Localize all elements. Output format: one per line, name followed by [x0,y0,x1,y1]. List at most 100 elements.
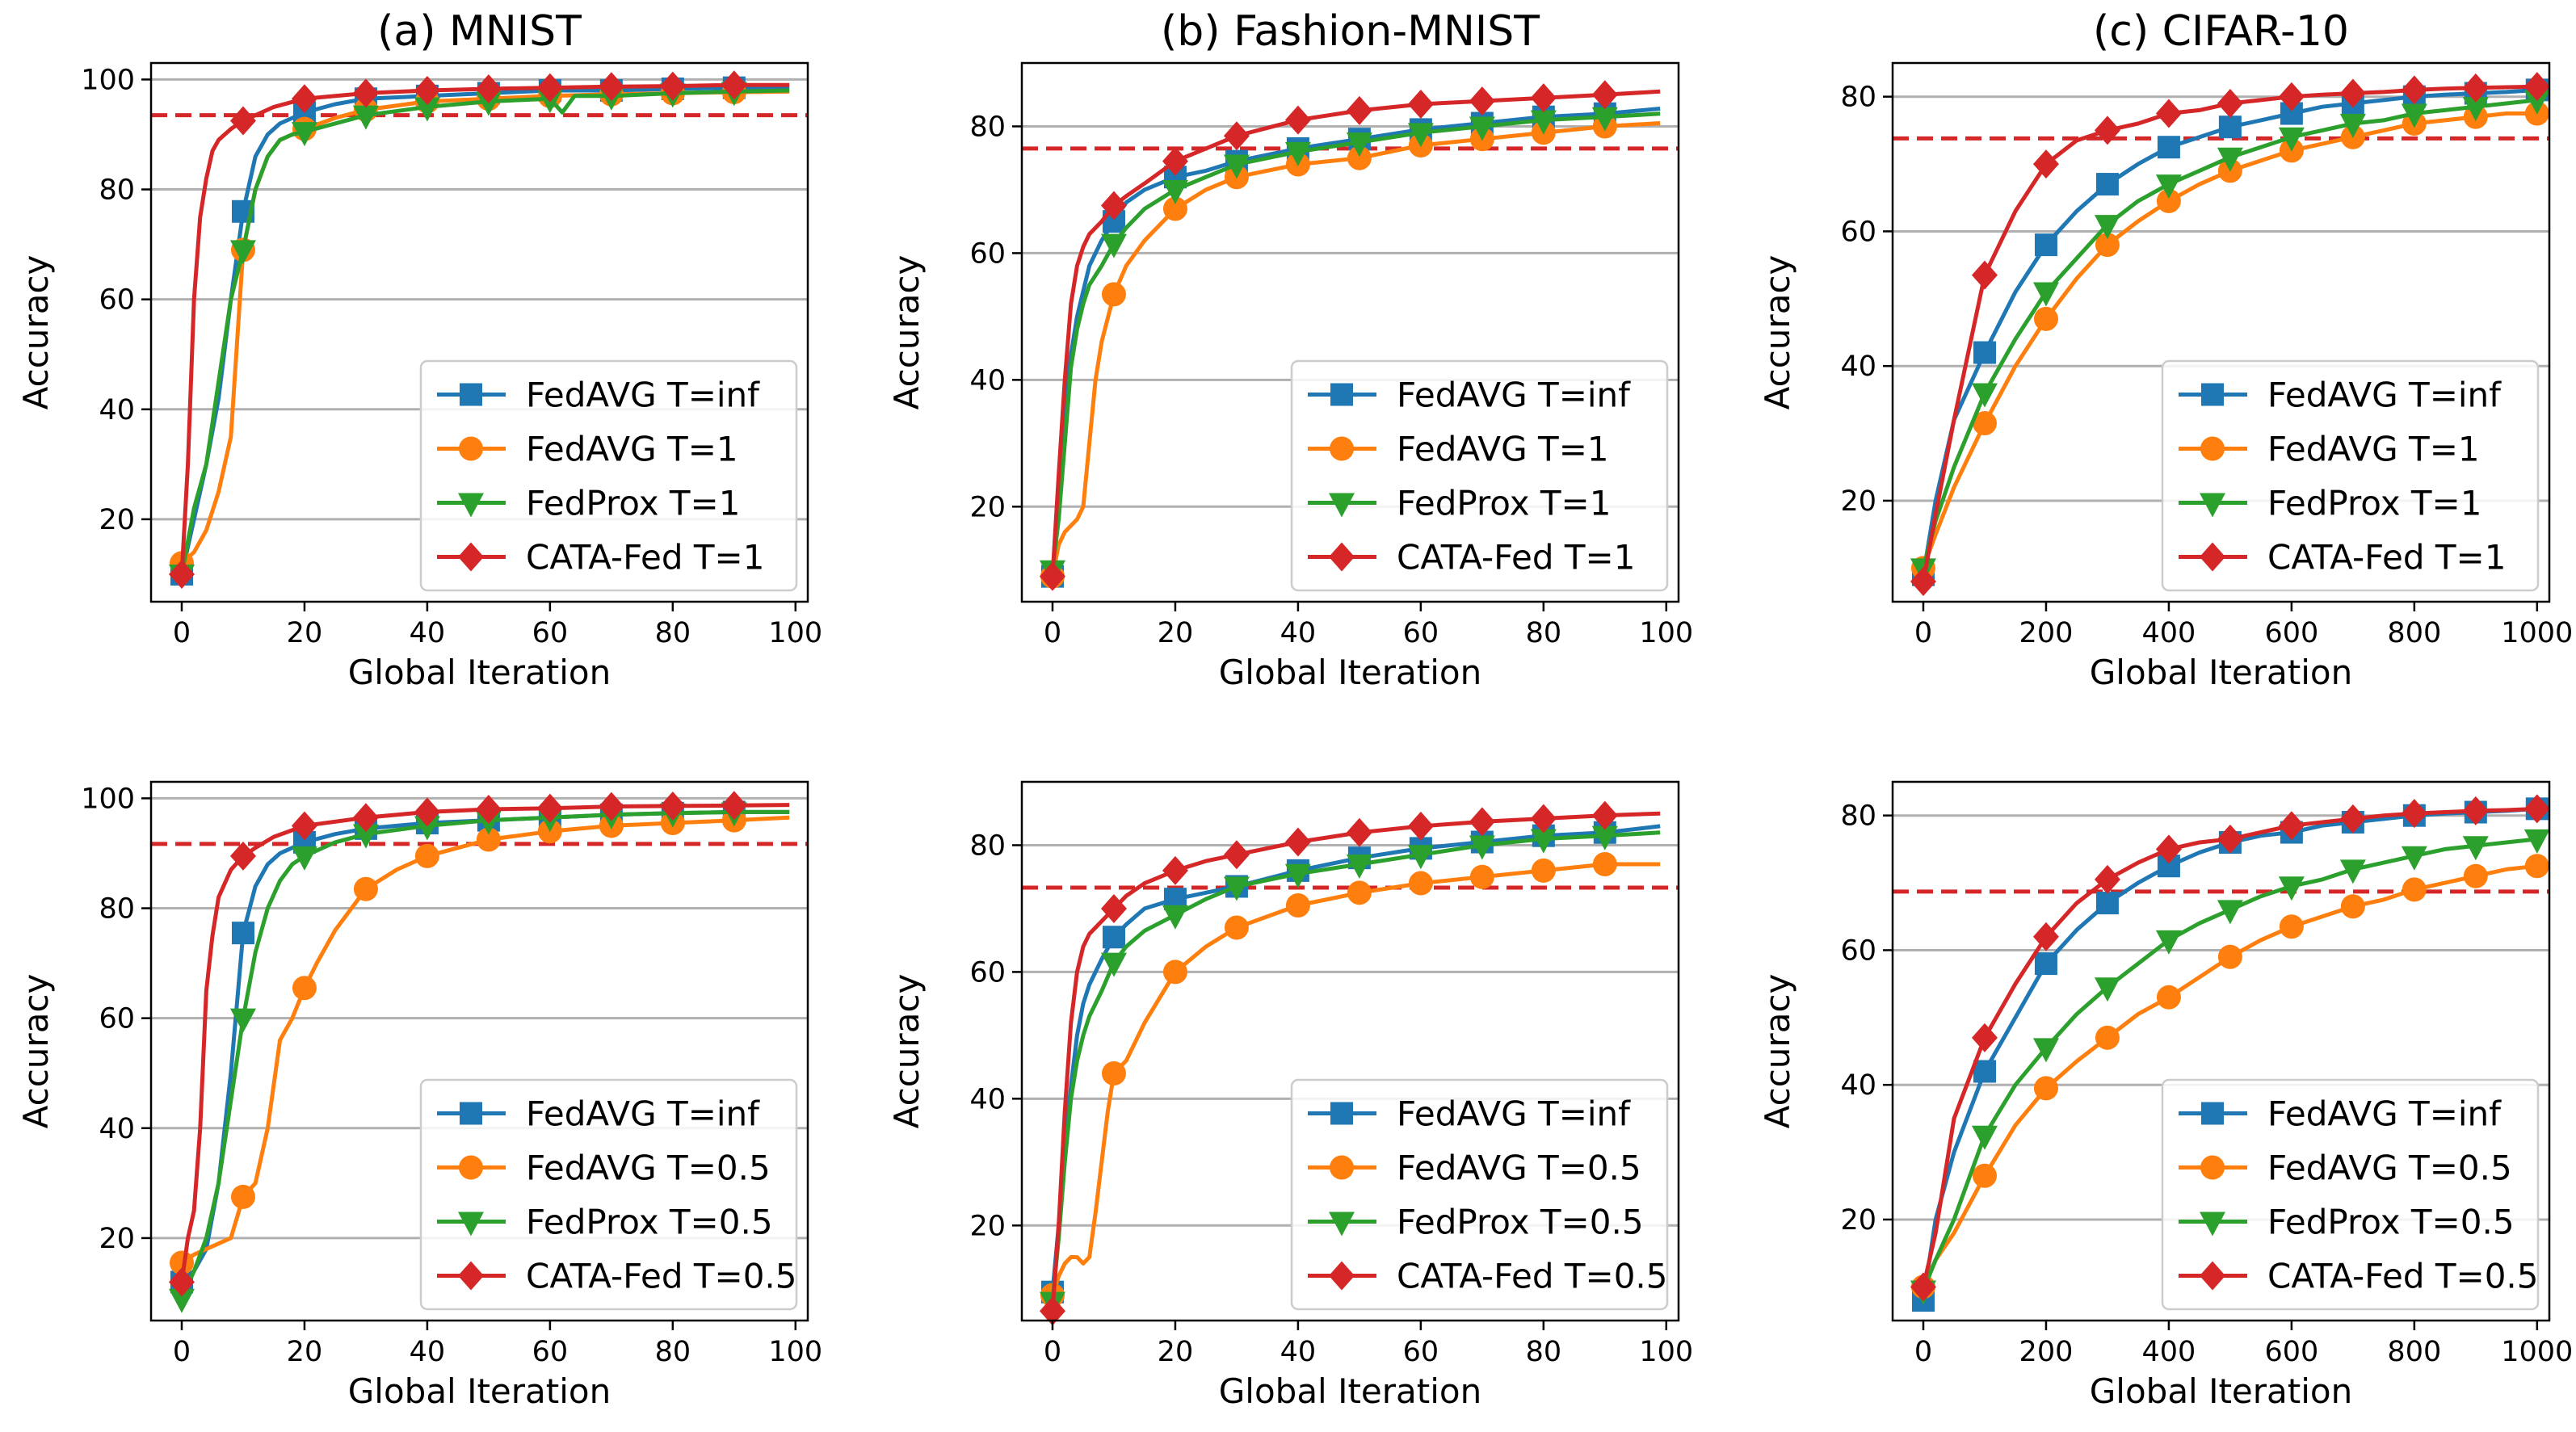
data-point-fedprox-t-1 [1100,233,1127,258]
data-point-cata-fed-t-0-5 [229,841,256,871]
data-point-cata-fed-t-1 [2523,72,2550,102]
legend: FedAVG T=inf FedAVG T=1 FedProx T=1 CATA-Fe… [1290,359,1669,592]
x-tick-label: 200 [2019,617,2074,649]
data-point-cata-fed-t-1 [1469,86,1495,116]
series-line-cata-fed-t-1 [1921,84,2537,582]
x-axis-label: Global Iteration [348,653,611,692]
data-point-cata-fed-t-1 [1284,105,1311,135]
data-point-fedprox-t-1 [2155,174,2182,199]
x-tick-label: 80 [655,1336,691,1368]
legend-marker [460,1102,482,1125]
legend-entry: CATA-Fed T=1 [2267,538,2506,577]
data-point-cata-fed-t-1 [1100,191,1127,220]
y-tick-label: 60 [969,237,1006,270]
x-tick-label: 60 [532,1336,569,1368]
data-point-fedprox-t-0-5 [2462,836,2489,861]
y-tick-label: 60 [99,284,135,317]
data-point-fedprox-t-1 [2032,282,2059,307]
data-point-fedavg-t-1 [2033,306,2058,331]
data-point-cata-fed-t-1 [2155,99,2182,128]
legend-entry: FedProx T=0.5 [2267,1203,2515,1242]
legend-marker [458,1261,484,1291]
series-line-fedavg-t-0-5 [180,815,790,1265]
series-line-cata-fed-t-0-5 [1921,806,2537,1287]
y-tick-label: 60 [1840,216,1876,248]
data-point-fedprox-t-0-5 [229,1008,256,1033]
data-point-fedavg-t-inf [1973,1060,1996,1083]
legend-marker [2200,493,2225,518]
chart-fmnist-t1: 0 20 40 60 80 100 20 40 60 80 Global Iteration Accu… [887,7,1693,692]
series-line-fedavg-t-inf [1050,107,1661,577]
data-point-fedavg-t-0-5 [476,827,501,852]
data-point-fedavg-t-inf [1973,341,1996,364]
legend-entry: FedProx T=1 [526,484,740,523]
x-tick-label: 100 [1639,1336,1693,1368]
y-axis-label: Accuracy [887,255,927,410]
data-point-fedprox-t-0-5 [1284,863,1311,888]
axes-frame [1020,780,1680,1322]
x-tick-label: 40 [1280,1336,1317,1368]
legend-marker [2201,1102,2224,1125]
x-tick-label: 800 [2387,1336,2441,1368]
data-point-fedprox-t-1 [1591,107,1618,132]
data-point-fedavg-t-inf [2034,952,2057,976]
legend: FedAVG T=inf FedAVG T=0.5 FedProx T=0.5 CAT… [1290,1078,1669,1311]
x-axis-label: Global Iteration [2090,1371,2352,1411]
legend-entry: FedProx T=0.5 [1397,1203,1644,1242]
series-line-fedavg-t-1 [1921,111,2537,569]
legend-entry: CATA-Fed T=1 [526,538,764,577]
data-point-cata-fed-t-1 [2339,78,2366,108]
y-tick-label: 40 [99,394,135,426]
data-point-cata-fed-t-1 [229,106,256,136]
data-point-cata-fed-t-1 [291,84,317,114]
data-point-fedprox-t-1 [1469,116,1495,141]
series-line-fedprox-t-1 [1921,98,2538,569]
data-point-cata-fed-t-0-5 [1971,1023,1998,1052]
data-point-fedprox-t-0-5 [2155,930,2182,955]
data-point-cata-fed-t-0-5 [1284,827,1311,857]
legend-entry: CATA-Fed T=0.5 [2267,1257,2539,1296]
data-point-fedprox-t-1 [1284,141,1311,166]
data-point-cata-fed-t-1 [1910,566,1936,596]
data-point-fedavg-t-1 [1101,282,1126,307]
legend: FedAVG T=inf FedAVG T=1 FedProx T=1 CATA-Fe… [2161,359,2540,592]
data-point-cata-fed-t-0-5 [2278,811,2305,841]
data-point-cata-fed-t-0-5 [1910,1272,1936,1302]
data-point-cata-fed-t-0-5 [1407,811,1434,841]
legend-box [2161,1078,2540,1311]
data-point-fedprox-t-1 [2401,103,2427,128]
data-point-cata-fed-t-1 [536,73,563,103]
y-tick-label: 100 [81,783,135,815]
data-point-fedprox-t-1 [2217,147,2243,172]
y-tick-label: 40 [1840,1069,1876,1102]
data-point-cata-fed-t-0-5 [291,811,317,841]
data-point-cata-fed-t-1 [598,72,624,102]
data-point-cata-fed-t-1 [1591,80,1618,110]
data-point-fedprox-t-1 [2278,127,2305,152]
data-point-cata-fed-t-1 [352,78,379,108]
legend-marker [1330,436,1354,461]
axes-frame [149,61,809,603]
legend-marker [1330,1155,1354,1180]
legend-marker [459,1155,483,1180]
data-point-cata-fed-t-1 [2217,89,2243,119]
x-tick-label: 80 [1526,617,1562,649]
chart-cifar-t1: 0 200 400 600 800 1000 20 40 60 80 Global Iteratio… [1758,7,2573,692]
x-tick-label: 400 [2142,1336,2196,1368]
y-axis-label: Accuracy [1758,255,1797,410]
x-axis-label: Global Iteration [2090,653,2352,692]
data-point-cata-fed-t-1 [1971,260,1998,290]
data-point-fedprox-t-1 [1530,110,1557,135]
data-point-fedavg-t-inf [2034,233,2057,257]
series-line-fedavg-t-inf [1921,87,2537,576]
x-tick-label: 0 [1914,1336,1932,1368]
data-point-fedavg-t-0-5 [169,1250,194,1275]
legend-marker [1330,383,1353,406]
legend-marker [2200,1155,2225,1180]
data-point-fedprox-t-0-5 [168,1288,195,1313]
data-point-cata-fed-t-1 [414,76,440,106]
legend-marker [2200,436,2225,461]
y-tick-label: 40 [99,1113,135,1145]
data-point-cata-fed-t-0-5 [1039,1296,1065,1326]
series-line-cata-fed-t-1 [1050,89,1661,577]
